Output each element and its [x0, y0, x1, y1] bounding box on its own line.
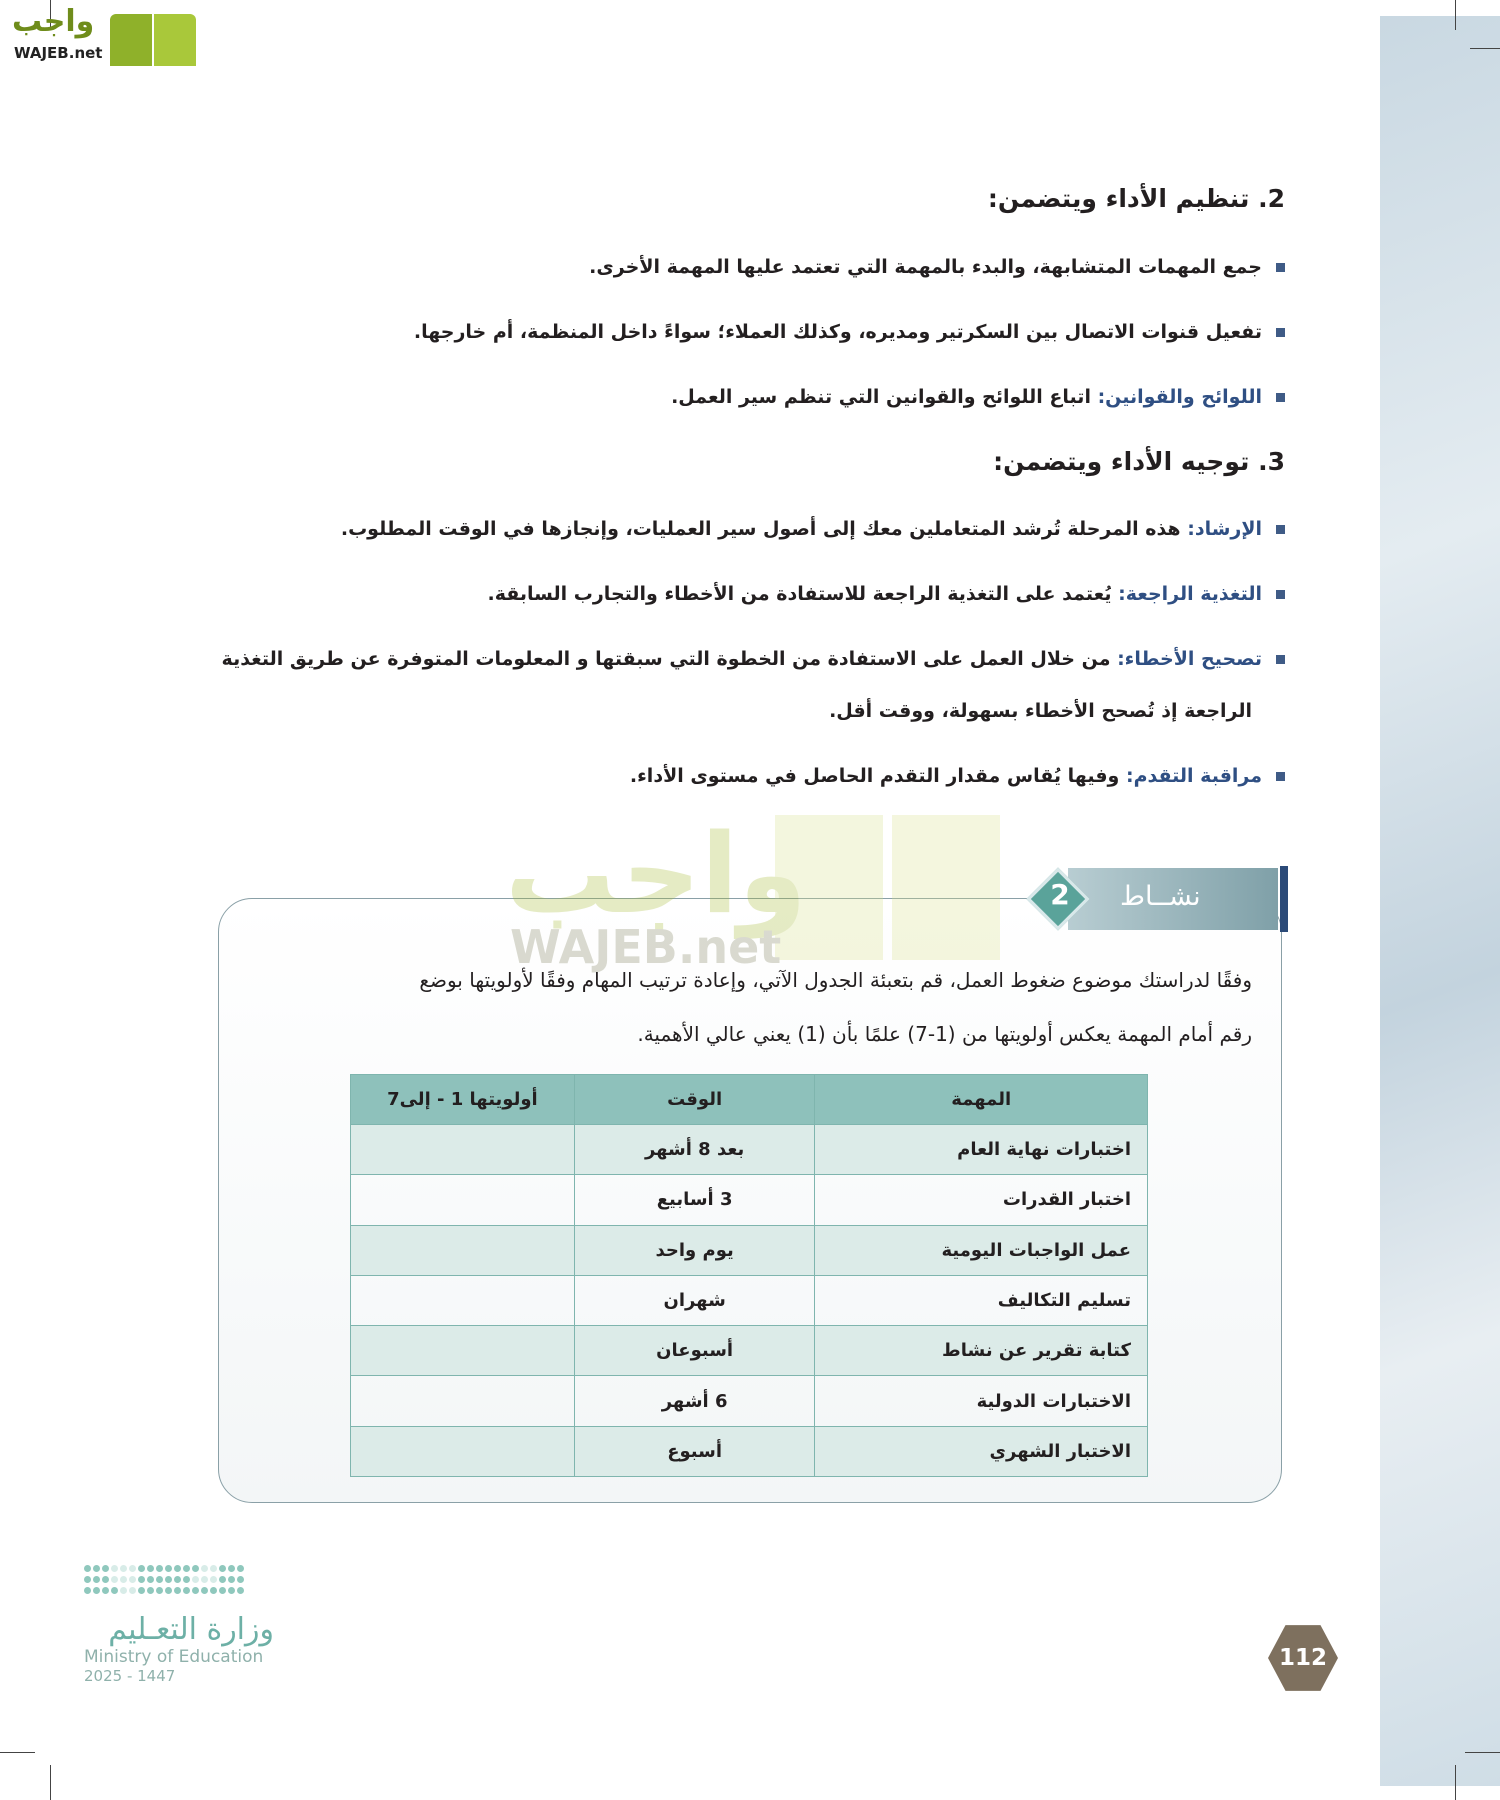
cell-time: أسبوع — [573, 1425, 816, 1478]
table-row: تسليم التكاليف شهران — [350, 1274, 1148, 1327]
priority-input-cell[interactable] — [350, 1174, 575, 1226]
crop-mark — [1455, 0, 1456, 30]
crop-mark — [1470, 48, 1500, 49]
priority-input-cell[interactable] — [350, 1325, 575, 1377]
crop-mark — [0, 1752, 35, 1753]
table-row: كتابة تقرير عن نشاط أسبوعان — [350, 1325, 1148, 1377]
activity-instructions-line2: رقم أمام المهمة يعكس أولويتها من (1-7) ع… — [637, 1022, 1252, 1046]
logo-text-en: WAJEB.net — [14, 44, 103, 62]
table-row: الاختبارات الدولية 6 أشهر — [350, 1375, 1148, 1427]
bullet-continuation: الراجعة إذ تُصحح الأخطاء بسهولة، ووقت أق… — [829, 700, 1252, 722]
page-number: 112 — [1268, 1625, 1338, 1691]
table-row: عمل الواجبات اليومية يوم واحد — [350, 1224, 1148, 1276]
cell-time: شهران — [573, 1274, 816, 1327]
bullet-icon — [1276, 393, 1285, 402]
header-time: الوقت — [573, 1074, 816, 1125]
cell-task: الاختبار الشهري — [814, 1425, 1148, 1478]
activity-header: 2 نشــاط — [1026, 866, 1288, 932]
cell-task: اختبارات نهاية العام — [814, 1123, 1148, 1176]
crop-mark — [1465, 1752, 1500, 1753]
bullet-item: مراقبة التقدم: وفيها يُقاس مقدار التقدم … — [630, 765, 1285, 787]
wajeb-logo[interactable]: واجب WAJEB.net — [8, 4, 196, 66]
cell-task: كتابة تقرير عن نشاط — [814, 1325, 1148, 1377]
cell-time: 6 أشهر — [573, 1375, 816, 1427]
crop-mark — [50, 0, 51, 30]
priority-input-cell[interactable] — [350, 1375, 575, 1427]
bullet-icon — [1276, 328, 1285, 337]
section-heading: 2. تنظيم الأداء ويتضمن: — [987, 184, 1285, 213]
table-row: اختبار القدرات 3 أسابيع — [350, 1174, 1148, 1226]
cell-time: بعد 8 أشهر — [573, 1123, 816, 1176]
dots-emblem-icon — [84, 1565, 274, 1594]
bullet-item: تفعيل قنوات الاتصال بين السكرتير ومديره،… — [414, 321, 1285, 343]
bullet-item: تصحيح الأخطاء: من خلال العمل على الاستفا… — [222, 648, 1285, 670]
activity-label: نشــاط — [1120, 881, 1201, 912]
priority-input-cell[interactable] — [350, 1274, 575, 1327]
bullet-item: جمع المهمات المتشابهة، والبدء بالمهمة ال… — [589, 256, 1285, 278]
crop-mark — [50, 1765, 51, 1800]
cell-task: تسليم التكاليف — [814, 1274, 1148, 1327]
crop-mark — [1455, 1765, 1456, 1800]
priority-input-cell[interactable] — [350, 1224, 575, 1276]
cell-task: عمل الواجبات اليومية — [814, 1224, 1148, 1276]
priority-table: المهمة الوقت أولويتها 1 - إلى7 اختبارات … — [350, 1074, 1148, 1478]
bullet-icon — [1276, 263, 1285, 272]
logo-text-ar: واجب — [12, 4, 95, 39]
bullet-item: التغذية الراجعة: يُعتمد على التغذية الرا… — [488, 583, 1285, 605]
header-priority: أولويتها 1 - إلى7 — [350, 1074, 575, 1125]
side-decoration — [1380, 16, 1500, 1786]
activity-instructions-line1: وفقًا لدراستك موضوع ضغوط العمل، قم بتعبئ… — [419, 968, 1252, 992]
bullet-item: اللوائح والقوانين: اتباع اللوائح والقوان… — [671, 386, 1285, 408]
bullet-icon — [1276, 525, 1285, 534]
cell-time: يوم واحد — [573, 1224, 816, 1276]
priority-input-cell[interactable] — [350, 1425, 575, 1478]
bullet-icon — [1276, 590, 1285, 599]
cell-task: الاختبارات الدولية — [814, 1375, 1148, 1427]
activity-number: 2 — [1050, 878, 1070, 911]
section-heading: 3. توجيه الأداء ويتضمن: — [993, 447, 1285, 476]
book-icon — [110, 8, 196, 66]
header-task: المهمة — [814, 1074, 1148, 1125]
table-header-row: المهمة الوقت أولويتها 1 - إلى7 — [350, 1074, 1148, 1125]
table-row: اختبارات نهاية العام بعد 8 أشهر — [350, 1123, 1148, 1176]
bullet-icon — [1276, 655, 1285, 664]
ministry-of-education-logo: وزارة التعـليم Ministry of Education 202… — [84, 1565, 274, 1685]
cell-task: اختبار القدرات — [814, 1174, 1148, 1226]
bullet-item: الإرشاد: هذه المرحلة تُرشد المتعاملين مع… — [341, 518, 1285, 540]
priority-input-cell[interactable] — [350, 1123, 575, 1176]
cell-time: 3 أسابيع — [573, 1174, 816, 1226]
table-row: الاختبار الشهري أسبوع — [350, 1425, 1148, 1478]
bullet-icon — [1276, 772, 1285, 781]
cell-time: أسبوعان — [573, 1325, 816, 1377]
